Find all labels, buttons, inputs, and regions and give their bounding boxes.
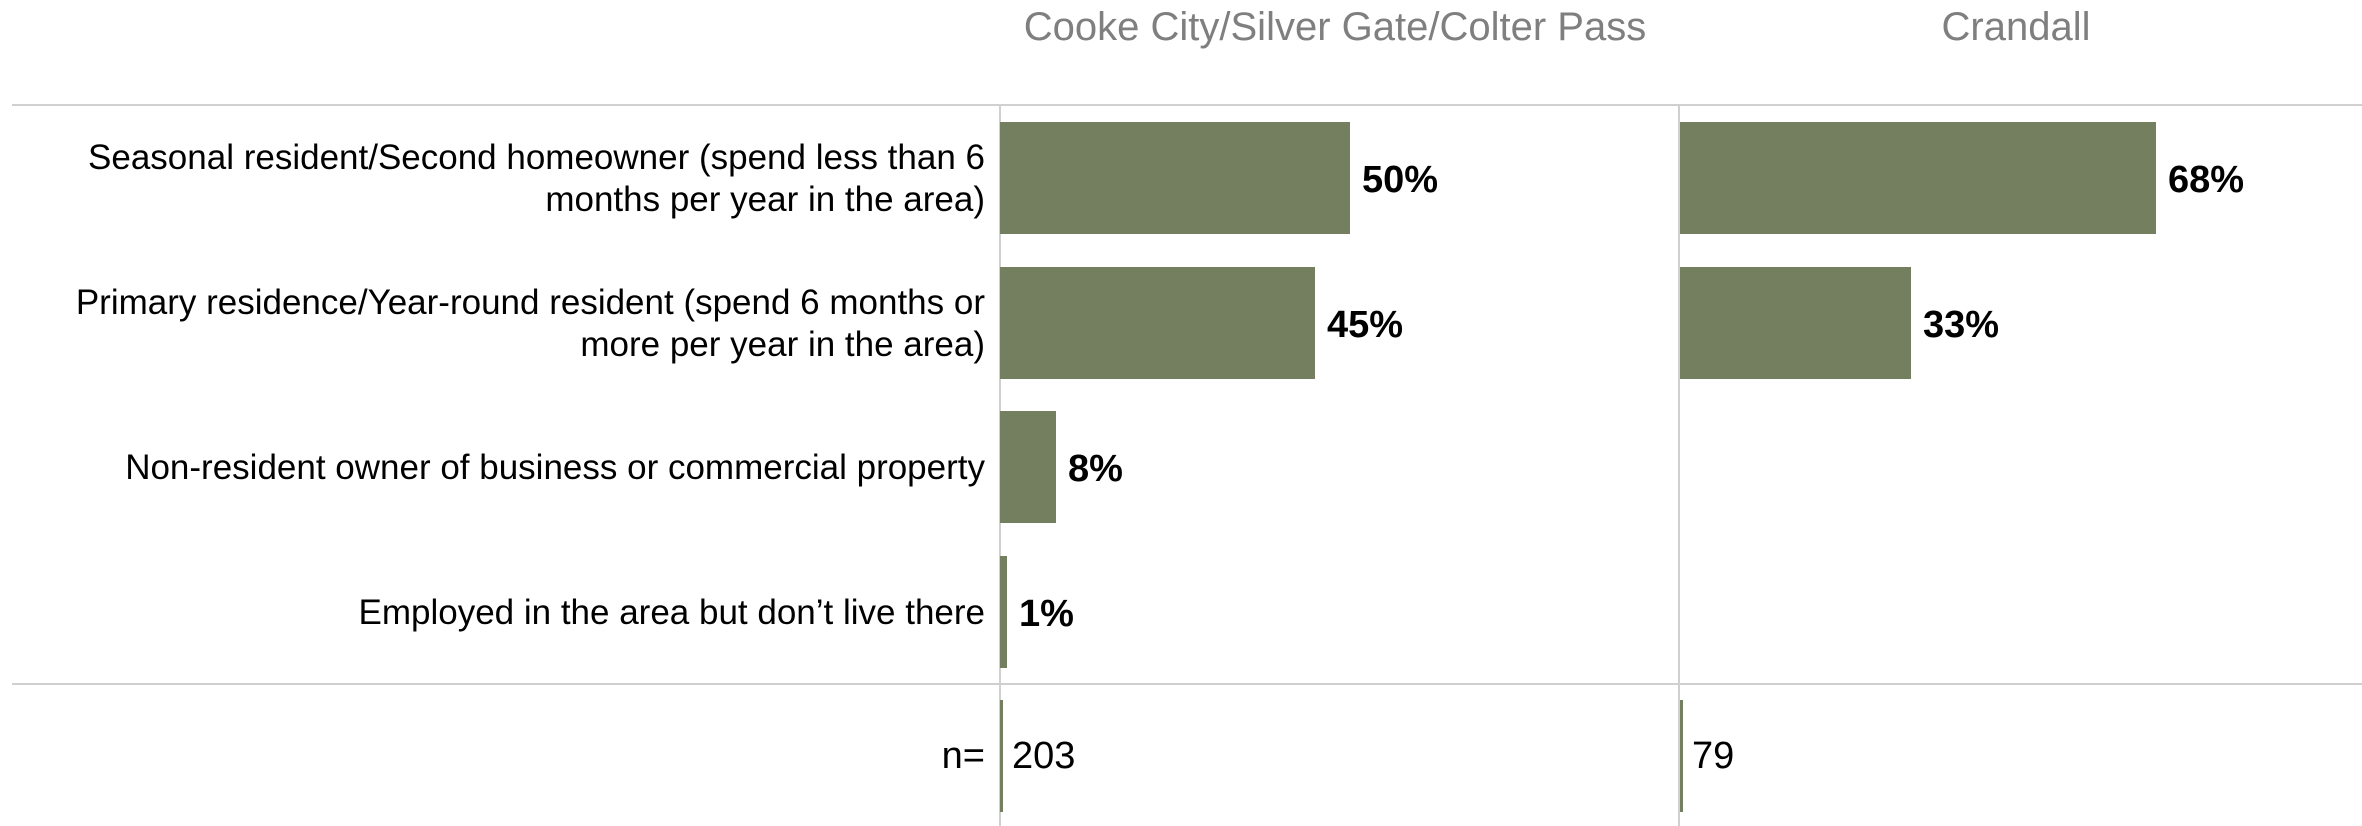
n-value: 203: [1012, 735, 1075, 777]
bar: [1000, 556, 1007, 668]
category-label: Employed in the area but don’t live ther…: [359, 593, 986, 632]
value-label: 50%: [1362, 159, 1438, 201]
bar: [1680, 267, 1911, 379]
n-label: n=: [942, 735, 985, 777]
category-labels: Seasonal resident/Second homeowner (spen…: [76, 138, 986, 632]
panel-title: Cooke City/Silver Gate/Colter Pass: [1024, 5, 1646, 49]
n-marker: [1000, 700, 1003, 812]
bar: [1000, 411, 1056, 523]
n-marker: [1680, 700, 1683, 812]
value-label: 33%: [1923, 304, 1999, 346]
bar: [1000, 267, 1315, 379]
value-label: 8%: [1068, 448, 1123, 490]
value-label: 45%: [1327, 304, 1403, 346]
value-label: 68%: [2168, 159, 2244, 201]
sample-size-row: 203 79 n=: [942, 700, 1734, 812]
value-labels: 50% 45% 8% 1% 68% 33%: [1019, 159, 2244, 635]
category-label: Seasonal resident/Second homeowner (spen…: [88, 138, 985, 177]
panel-title: Crandall: [1942, 5, 2091, 49]
bars: [1000, 122, 2156, 668]
bar: [1000, 122, 1350, 234]
category-label: Primary residence/Year-round resident (s…: [76, 283, 986, 322]
category-label: more per year in the area): [580, 325, 985, 364]
n-value: 79: [1692, 735, 1734, 777]
bar: [1680, 122, 2156, 234]
panel-titles: Cooke City/Silver Gate/Colter Pass Cranda…: [1024, 5, 2091, 49]
category-label: Non-resident owner of business or commer…: [125, 448, 985, 487]
category-label: months per year in the area): [545, 180, 985, 219]
value-label: 1%: [1019, 593, 1074, 635]
